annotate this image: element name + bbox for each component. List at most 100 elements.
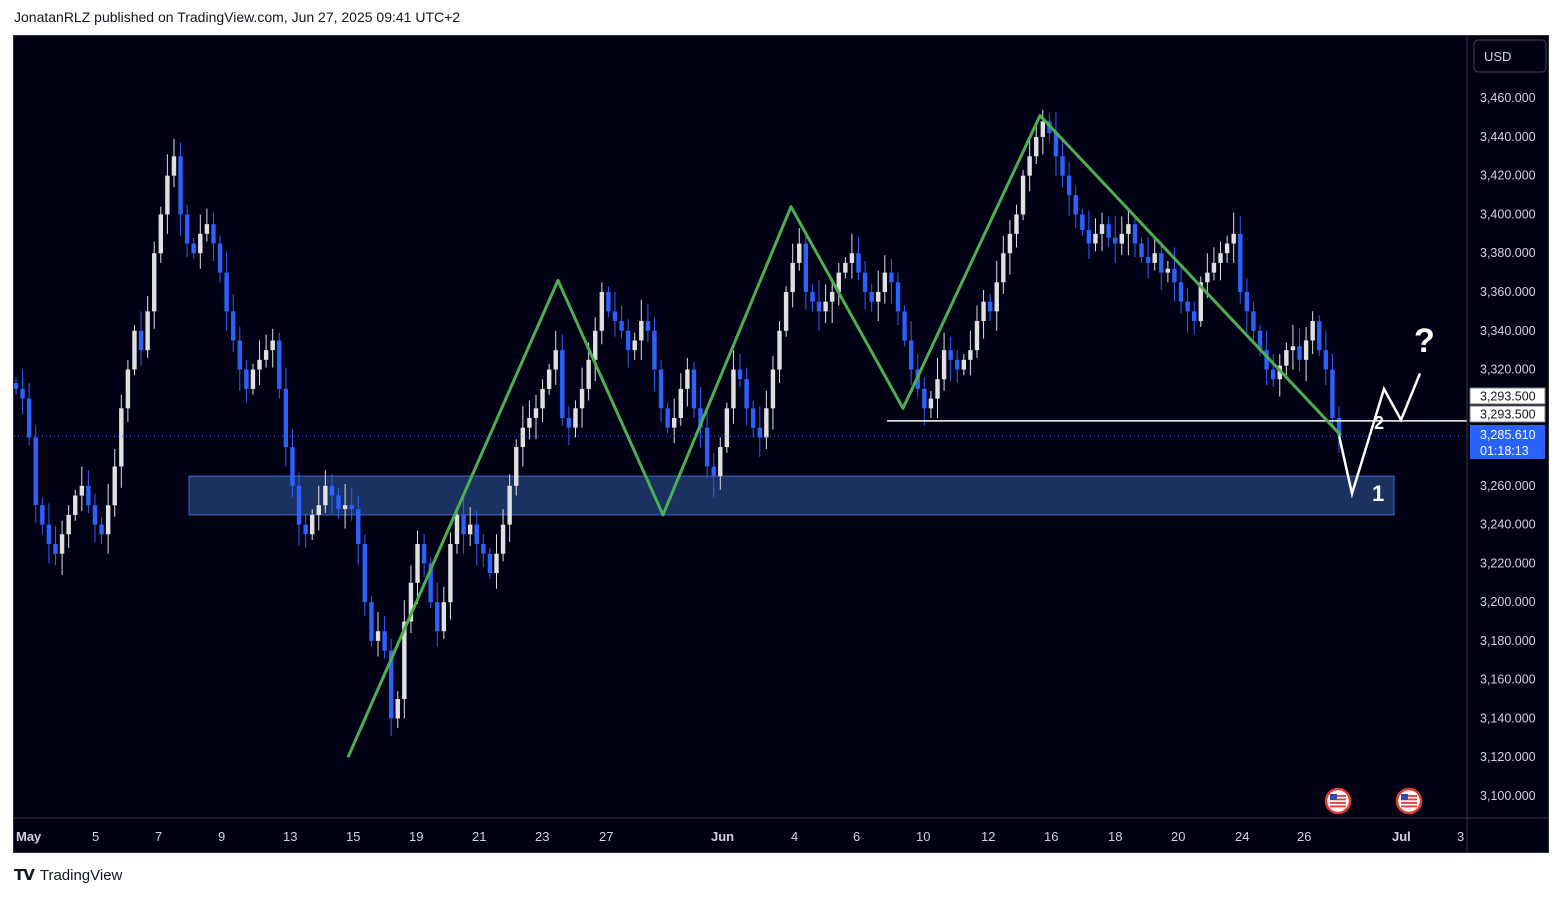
candle <box>211 212 216 261</box>
candle <box>777 321 782 384</box>
candle-body <box>698 408 703 428</box>
last-price-badge[interactable]: 3,285.610 01:18:13 <box>1470 425 1545 459</box>
candle-body <box>375 631 381 641</box>
candle <box>1310 311 1315 355</box>
candle <box>968 330 973 376</box>
pattern-trendlines[interactable] <box>346 114 1343 758</box>
candle-body <box>849 253 855 263</box>
event-icons[interactable] <box>1324 787 1423 815</box>
candle-body <box>1264 350 1269 370</box>
candle-body <box>132 330 137 370</box>
candle-body <box>974 321 980 351</box>
candle <box>171 138 177 188</box>
candle-body <box>99 524 104 535</box>
candle <box>744 367 749 426</box>
candle <box>152 241 157 329</box>
candle <box>204 208 210 242</box>
candle-body <box>40 505 45 525</box>
us-flag-event-icon[interactable] <box>1324 787 1352 815</box>
time-tick-label: 4 <box>791 829 798 844</box>
candle-body <box>1218 253 1223 263</box>
candle <box>494 534 499 589</box>
candle-body <box>421 543 427 564</box>
candle <box>652 317 657 391</box>
candle-body <box>856 253 861 273</box>
level-price-label[interactable]: 3,293.500 <box>1469 405 1546 423</box>
candle-body <box>941 350 947 380</box>
candle-body <box>948 350 953 360</box>
candle <box>198 214 203 269</box>
candle <box>316 485 321 531</box>
candle-body <box>672 417 677 428</box>
candle <box>1119 216 1124 256</box>
footer: TV TradingView <box>14 866 122 884</box>
candle-body <box>263 350 269 360</box>
candle <box>1303 326 1309 382</box>
candle-body <box>908 340 914 370</box>
candle-body <box>198 233 203 254</box>
candle <box>678 373 683 426</box>
support-zone-rect[interactable] <box>188 475 1395 516</box>
candle-body <box>1040 121 1046 137</box>
chart-area[interactable]: 1 2? USD 3,460.000 3,440.000 3,420.000 3,400.… <box>13 35 1549 853</box>
currency-button[interactable]: USD <box>1473 39 1547 73</box>
candle-body <box>606 291 611 312</box>
candlestick-chart[interactable]: 12? USD3,460.0003,440.0003,420.0003,400.… <box>14 36 1549 853</box>
price-tick-label: 3,200.000 <box>1480 595 1536 609</box>
footer-brand: TradingView <box>39 866 123 884</box>
candle-body <box>362 543 368 603</box>
candle <box>619 305 624 339</box>
candle <box>474 511 479 566</box>
candle <box>856 237 861 281</box>
candle <box>593 317 598 382</box>
level-price-label[interactable]: 3,293.500 <box>1469 387 1546 405</box>
candle <box>329 474 335 513</box>
candle-body <box>461 514 466 535</box>
candle <box>323 470 328 513</box>
candle <box>1060 138 1065 188</box>
candle <box>369 596 374 647</box>
tradingview-logo-icon[interactable]: TV <box>14 866 35 884</box>
axes: USD 3,460.000 3,440.000 3,420.000 3,400.000 3… <box>14 36 1548 852</box>
candle-body <box>231 311 236 341</box>
candle-body <box>66 514 71 535</box>
candle-body <box>323 485 328 506</box>
price-tick-label: 3,220.000 <box>1480 556 1536 570</box>
candle <box>158 206 164 263</box>
projection-line[interactable] <box>1337 372 1422 499</box>
candle <box>1066 162 1072 217</box>
candle-body <box>586 359 591 389</box>
candle <box>573 400 578 438</box>
candle <box>1053 111 1059 176</box>
candle-body <box>1336 417 1342 436</box>
candle-body <box>540 388 545 409</box>
candle-body <box>579 388 585 409</box>
candle-body <box>1099 224 1105 234</box>
candle-body <box>1172 268 1177 283</box>
candle-body <box>803 243 809 292</box>
candle <box>1020 169 1026 221</box>
candle <box>737 354 743 387</box>
price-tick-label: 3,340.000 <box>1480 324 1536 338</box>
candle-body <box>1093 233 1098 244</box>
candle-body <box>632 340 637 351</box>
candle <box>250 363 256 395</box>
candle <box>382 615 387 659</box>
us-flag-event-icon[interactable] <box>1395 787 1423 815</box>
annotations: 1 2? <box>1372 322 1435 506</box>
candle-body <box>395 699 400 719</box>
candle <box>1145 237 1151 279</box>
candle <box>961 354 967 376</box>
projection-path[interactable] <box>1337 372 1422 499</box>
candle <box>579 367 585 428</box>
candle <box>257 340 262 386</box>
candle <box>53 526 58 566</box>
candle <box>1270 354 1276 387</box>
candle-body <box>665 408 670 428</box>
candle <box>283 367 289 467</box>
candle <box>1073 185 1078 229</box>
candle-body <box>487 553 493 574</box>
candle <box>665 402 670 434</box>
pattern-zigzag-line[interactable] <box>346 114 1343 758</box>
candle-body <box>645 321 651 331</box>
